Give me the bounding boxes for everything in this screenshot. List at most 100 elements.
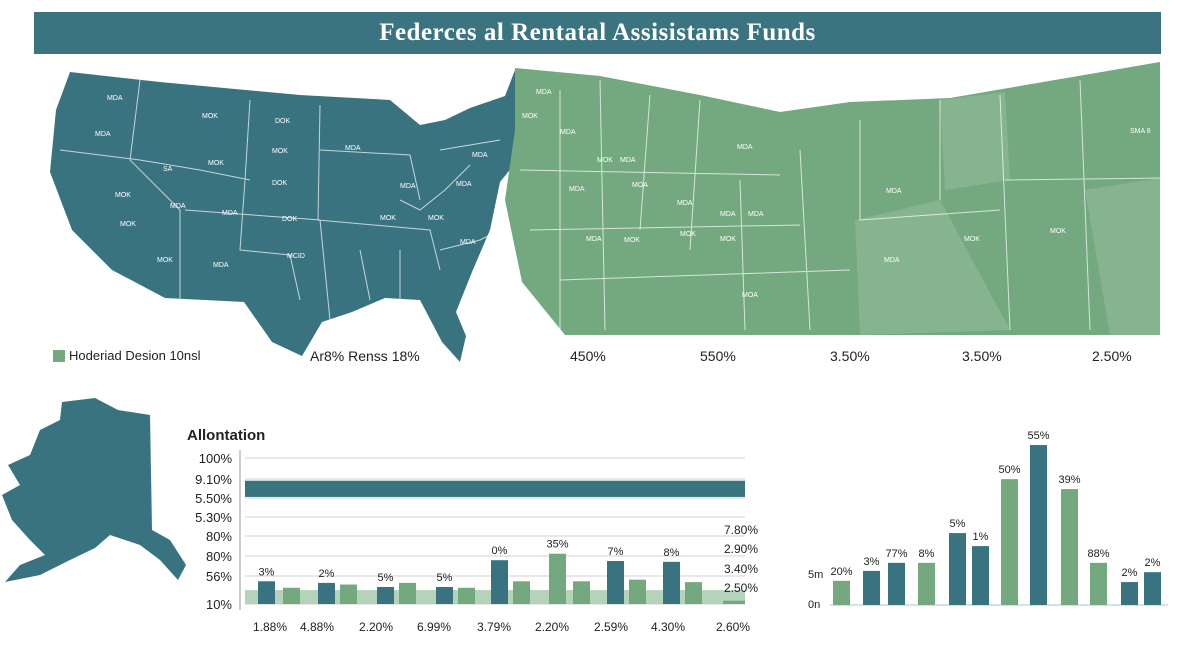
bar-label: 55%: [1027, 430, 1049, 442]
bar: [283, 587, 300, 604]
state-label: MDA: [345, 145, 361, 152]
y-tick-label: 100%: [199, 451, 233, 466]
state-label: MDA: [884, 257, 900, 264]
y-tick-label: 10%: [206, 597, 232, 612]
bar: [663, 561, 680, 604]
state-label: MOK: [680, 231, 696, 238]
state-label: MDA: [886, 188, 902, 195]
y-tick-label: 80%: [206, 549, 232, 564]
bar: [863, 570, 880, 605]
bar-label: 8%: [919, 548, 935, 560]
bar: [1144, 572, 1161, 605]
bar: [1061, 489, 1078, 605]
bar-label: 50%: [998, 464, 1020, 476]
state-label: MOK: [115, 192, 131, 199]
bar-label: 5%: [950, 518, 966, 530]
bar-label: 7%: [608, 546, 624, 558]
state-label: MDA: [677, 200, 693, 207]
x-tick-label: 2.60%: [716, 620, 750, 634]
bar: [629, 579, 646, 604]
state-label: MOK: [202, 113, 218, 120]
title-banner: Federces al Rentatal Assisistams Funds: [34, 12, 1161, 54]
state-label: MDA: [456, 181, 472, 188]
state-label: MDA: [460, 239, 476, 246]
alaska-shape: [2, 398, 186, 582]
state-label: MOA: [632, 182, 648, 189]
state-label: SA: [163, 166, 173, 173]
bar: [436, 586, 453, 604]
state-borders: [59, 79, 1161, 331]
state-label: MDA: [400, 183, 416, 190]
reference-band: [245, 480, 745, 497]
bar: [318, 582, 335, 604]
state-label: MDA: [213, 262, 229, 269]
legend-stat: 2.50%: [1092, 348, 1132, 364]
state-label: MDA: [569, 186, 585, 193]
legend-stat: 550%: [700, 348, 736, 364]
bar: [399, 582, 416, 604]
legend-label: Hoderiad Desion 10nsl: [69, 348, 201, 363]
y-tick-label: 0n: [808, 599, 820, 611]
bar: [1001, 479, 1018, 605]
state-label: MOK: [208, 160, 224, 167]
state-label: MOA: [742, 292, 758, 299]
x-tick-label: 2.20%: [535, 620, 569, 634]
state-label: MDA: [720, 211, 736, 218]
bar-label: 35%: [546, 539, 568, 551]
y-tick-label: 9.10%: [195, 472, 232, 487]
bar: [723, 600, 745, 604]
y-tick-label: 56%: [206, 569, 232, 584]
state-label: MDA: [170, 203, 186, 210]
state-label: MCID: [287, 253, 305, 260]
bar: [1030, 445, 1047, 605]
state-label: MOK: [157, 257, 173, 264]
bar: [258, 581, 275, 604]
state-label: MOK: [720, 236, 736, 243]
y-tick-label: 5m: [808, 569, 823, 581]
bar: [1121, 582, 1138, 605]
bar: [491, 560, 508, 604]
us-map-teal: [50, 70, 528, 362]
x-tick-label: 3.79%: [477, 620, 511, 634]
bar: [573, 581, 590, 604]
bar: [377, 586, 394, 604]
legend-swatch: [53, 350, 65, 362]
state-label: MOK: [522, 113, 538, 120]
bar-label: 5%: [437, 572, 453, 584]
state-label: MDA: [586, 236, 602, 243]
page-title: Federces al Rentatal Assisistams Funds: [379, 19, 816, 46]
state-label: DOK: [282, 216, 298, 223]
bar: [949, 533, 966, 605]
bar-label: 2%: [1122, 567, 1138, 579]
state-label: DOK: [272, 180, 288, 187]
bar-label: 5%: [378, 572, 394, 584]
bar-label: 2%: [1145, 557, 1161, 569]
y-tick-label: 80%: [206, 529, 232, 544]
bar: [685, 582, 702, 604]
right-label: 7.80%: [724, 523, 758, 537]
legend-stat: 450%: [570, 348, 606, 364]
bar: [458, 587, 475, 604]
y-tick-label: 5.50%: [195, 491, 232, 506]
state-label: MOK: [964, 236, 980, 243]
bar-label: 77%: [885, 548, 907, 560]
state-label: MOK: [1050, 228, 1066, 235]
allocation-chart: 100% 9.10% 5.50% 5.30% 80% 80% 56% 10% 3% 2% 5% 5% 0…: [195, 450, 758, 634]
bar-label: 3%: [864, 556, 880, 568]
bar: [340, 584, 357, 604]
distribution-chart: 5m 0n 20% 3% 77% 8% 5% 1% 50% 55% 39% 88% 2% 2%: [808, 430, 1168, 611]
bar-label: 2%: [319, 568, 335, 580]
state-label: MDA: [472, 152, 488, 159]
bar: [513, 581, 530, 604]
state-label: MDA: [560, 129, 576, 136]
x-tick-label: 4.30%: [651, 620, 685, 634]
bar-label: 8%: [664, 547, 680, 559]
right-label: 3.40%: [724, 562, 758, 576]
x-tick-label: 6.99%: [417, 620, 451, 634]
x-tick-label: 4.88%: [300, 620, 334, 634]
bar: [888, 562, 905, 605]
us-map-green: [505, 62, 1160, 335]
bar-label: 20%: [830, 566, 852, 578]
state-label: MOK: [624, 237, 640, 244]
bar: [1090, 562, 1107, 605]
